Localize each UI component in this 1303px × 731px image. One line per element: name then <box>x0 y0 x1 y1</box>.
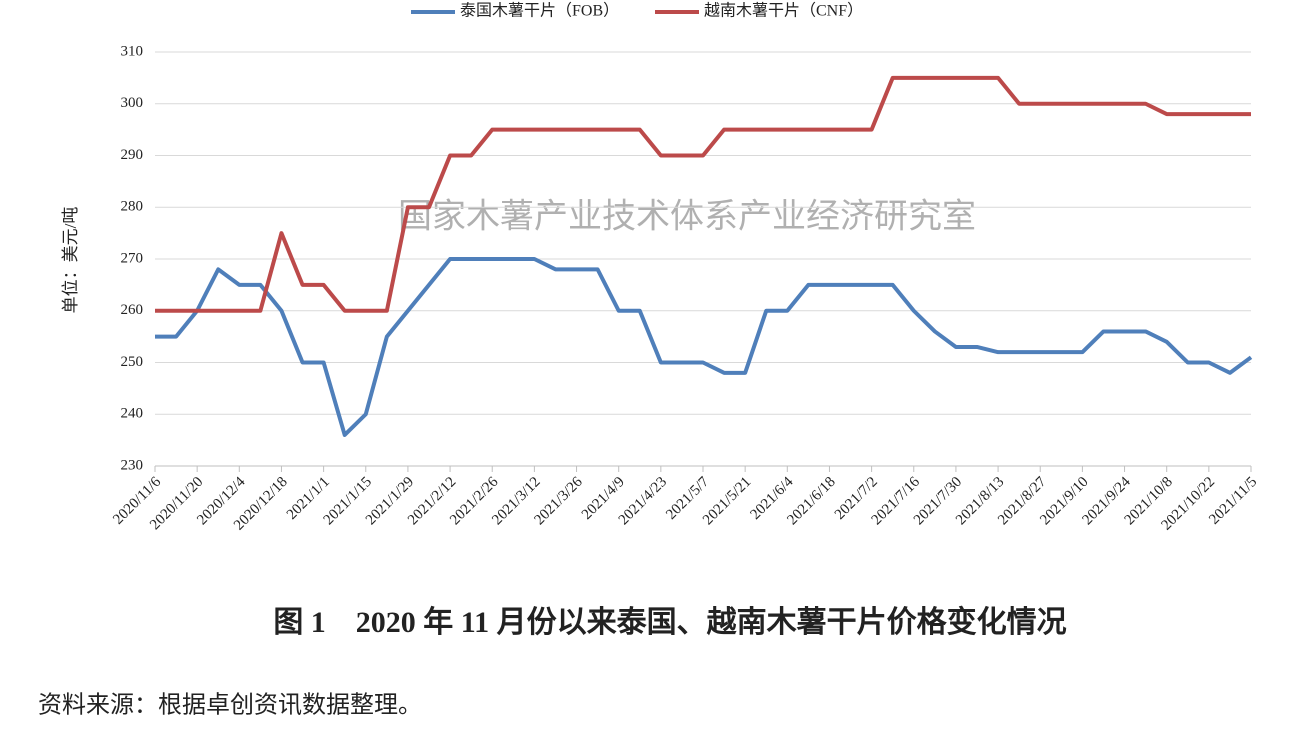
y-tick-label: 270 <box>121 250 144 266</box>
series-line <box>155 257 1253 437</box>
y-tick-label: 260 <box>121 302 144 318</box>
y-tick-label: 310 <box>121 43 144 59</box>
y-tick-label: 290 <box>121 147 144 163</box>
caption: 图 1 2020 年 11 月份以来泰国、越南木薯干片价格变化情况 <box>273 605 1066 639</box>
source-note: 资料来源：根据卓创资讯数据整理。 <box>38 692 422 719</box>
y-tick-label: 300 <box>121 95 144 111</box>
y-tick-label: 280 <box>121 199 144 215</box>
y-tick-label: 230 <box>121 457 144 473</box>
watermark: 国家木薯产业技术体系产业经济研究室 <box>398 197 976 237</box>
y-axis-label: 单位：美元/吨 <box>61 207 80 314</box>
legend-label: 泰国木薯干片（FOB） <box>460 2 619 20</box>
legend-label: 越南木薯干片（CNF） <box>704 2 863 20</box>
y-tick-label: 240 <box>121 406 144 422</box>
series-line <box>155 75 1251 313</box>
y-tick-label: 250 <box>121 354 144 370</box>
